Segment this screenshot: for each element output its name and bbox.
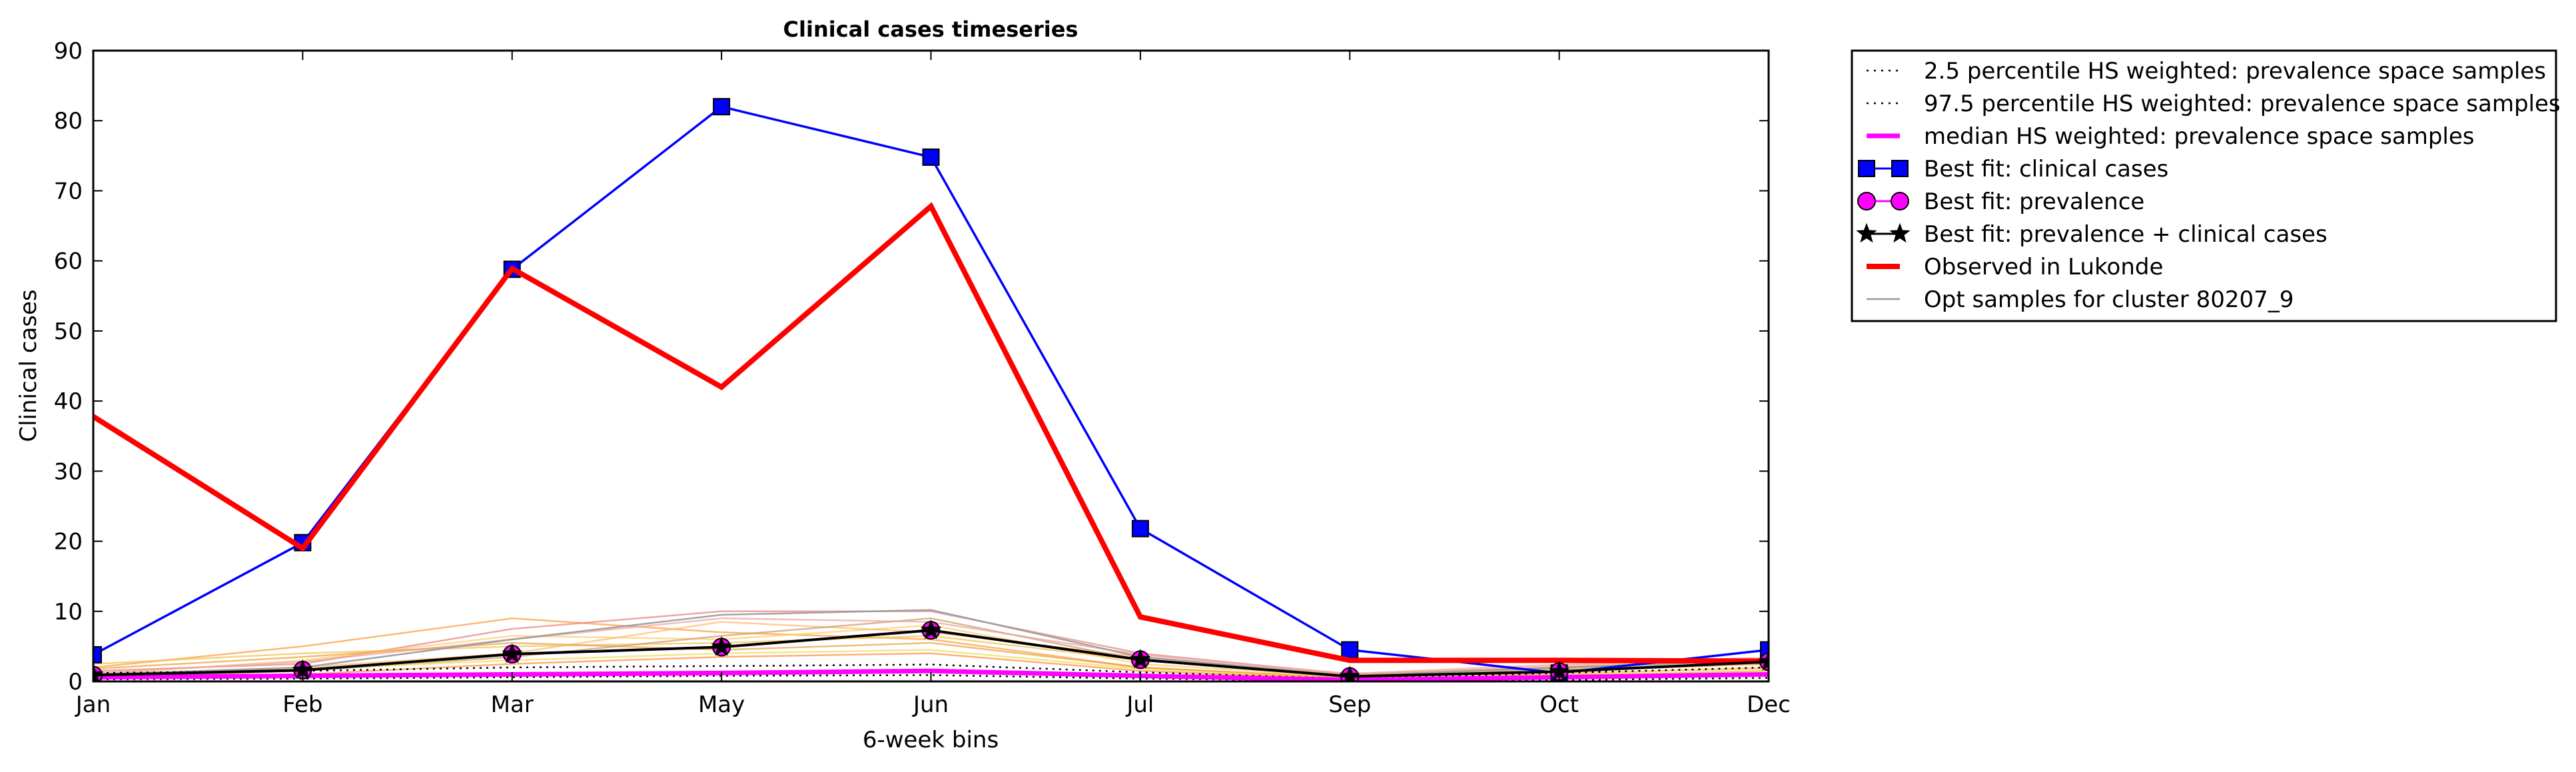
y-tick-label: 20 bbox=[54, 529, 83, 556]
y-axis-label: Clinical cases bbox=[15, 289, 42, 442]
series-2 bbox=[93, 668, 1769, 681]
y-tick-label: 40 bbox=[54, 388, 83, 415]
legend-entry: 2.5 percentile HS weighted: prevalence s… bbox=[1867, 58, 2546, 85]
y-tick-label: 50 bbox=[54, 318, 83, 345]
x-tick-label: Feb bbox=[282, 691, 322, 718]
legend-label: Best fit: prevalence bbox=[1924, 189, 2144, 215]
x-tick-label: Oct bbox=[1539, 691, 1579, 718]
legend-label: Opt samples for cluster 80207_9 bbox=[1924, 286, 2294, 313]
legend-marker bbox=[1858, 160, 1875, 177]
legend-entry: Opt samples for cluster 80207_9 bbox=[1867, 286, 2294, 313]
y-tick-label: 10 bbox=[54, 599, 83, 625]
data-point bbox=[922, 148, 940, 166]
series-line bbox=[93, 668, 1769, 681]
legend-entry: Best fit: prevalence + clinical cases bbox=[1856, 221, 2328, 248]
legend-marker bbox=[1891, 192, 1909, 210]
legend-frame bbox=[1851, 49, 2557, 322]
data-point bbox=[713, 98, 731, 116]
legend-entry: 97.5 percentile HS weighted: prevalence … bbox=[1867, 91, 2561, 117]
data-point bbox=[93, 646, 102, 664]
x-tick-label: Jul bbox=[1125, 691, 1154, 718]
y-tick-label: 70 bbox=[54, 178, 83, 204]
data-point bbox=[93, 664, 104, 681]
data-point bbox=[502, 643, 523, 663]
y-tick-label: 60 bbox=[54, 248, 83, 275]
legend-label: Best fit: prevalence + clinical cases bbox=[1924, 221, 2328, 248]
y-tick-label: 90 bbox=[54, 38, 83, 65]
series-6 bbox=[93, 202, 1769, 664]
data-point bbox=[920, 619, 942, 639]
series-layer bbox=[93, 98, 1769, 681]
x-tick-label: Sep bbox=[1328, 691, 1371, 718]
legend-label: 97.5 percentile HS weighted: prevalence … bbox=[1924, 91, 2561, 117]
x-tick-label: Mar bbox=[491, 691, 534, 718]
x-axis-label: 6-week bins bbox=[863, 727, 999, 753]
x-tick-label: Dec bbox=[1747, 691, 1791, 718]
x-tick-label: May bbox=[698, 691, 745, 718]
y-tick-label: 30 bbox=[54, 458, 83, 485]
legend-marker bbox=[1891, 160, 1909, 177]
legend-entry: Best fit: clinical cases bbox=[1858, 156, 2168, 183]
data-point bbox=[711, 635, 732, 656]
legend-entry: median HS weighted: prevalence space sam… bbox=[1867, 123, 2475, 150]
legend-marker bbox=[1856, 222, 1877, 243]
legend-entry: Best fit: prevalence bbox=[1857, 189, 2144, 215]
series-line bbox=[93, 202, 1769, 664]
legend-marker bbox=[1857, 192, 1876, 210]
data-point bbox=[1130, 648, 1151, 669]
legend-label: Best fit: clinical cases bbox=[1924, 156, 2168, 183]
legend: 2.5 percentile HS weighted: prevalence s… bbox=[1851, 49, 2561, 322]
x-tick-label: Jun bbox=[912, 691, 949, 718]
data-point bbox=[1131, 520, 1149, 538]
x-axis: Jan Feb Mar May Jun Jul Sep Oct Dec bbox=[75, 51, 1791, 718]
x-tick-label: Jan bbox=[75, 691, 111, 718]
legend-marker bbox=[1889, 222, 1911, 243]
y-tick-label: 0 bbox=[68, 669, 83, 695]
y-axis: 0 10 20 30 40 50 60 70 80 90 bbox=[54, 38, 1769, 695]
legend-label: median HS weighted: prevalence space sam… bbox=[1924, 123, 2475, 150]
series-5 bbox=[93, 619, 1769, 681]
data-point bbox=[1758, 651, 1769, 671]
series-7 bbox=[93, 609, 1769, 677]
data-point bbox=[1341, 641, 1359, 659]
chart-title: Clinical cases timeseries bbox=[783, 17, 1078, 42]
y-tick-label: 80 bbox=[54, 108, 83, 135]
legend-label: 2.5 percentile HS weighted: prevalence s… bbox=[1924, 58, 2546, 85]
legend-entry: Observed in Lukonde bbox=[1867, 254, 2163, 280]
series-line bbox=[93, 609, 1769, 677]
legend-label: Observed in Lukonde bbox=[1924, 254, 2163, 280]
